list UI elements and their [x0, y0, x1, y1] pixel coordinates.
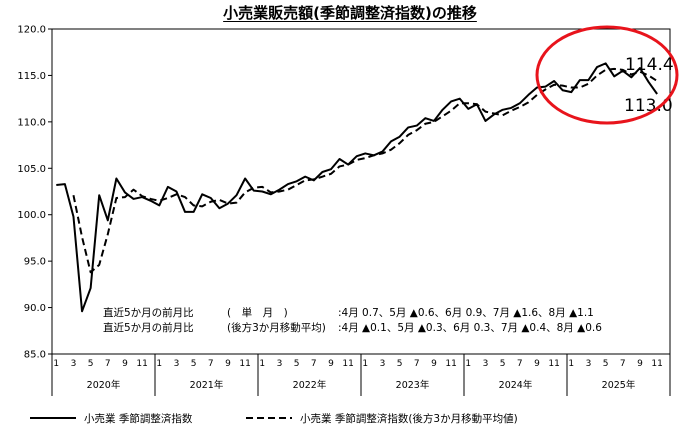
y-axis: 120.0 115.0 110.0 105.0 100.0 95.0 90.0 85.0	[17, 25, 52, 361]
x-month-label: 5	[603, 359, 609, 369]
x-month-label: 5	[500, 359, 506, 369]
x-month-label: 7	[105, 359, 111, 369]
x-month-label: 7	[414, 359, 420, 369]
x-month-label: 3	[71, 359, 77, 369]
y-tick-label: 115.0	[17, 71, 46, 82]
x-month-label: 3	[380, 359, 386, 369]
note-2-sub: (後方3か月移動平均)	[227, 321, 326, 334]
x-month-label: 7	[208, 359, 214, 369]
x-month-label: 9	[534, 359, 540, 369]
x-month-label: 7	[311, 359, 317, 369]
x-month-label: 9	[122, 359, 128, 369]
x-year-label: 2020年	[87, 379, 121, 391]
x-year-label: 2024年	[499, 379, 533, 391]
note-1-label: 直近5か月の前月比	[103, 306, 194, 319]
x-month-label: 11	[651, 359, 662, 369]
x-month-label: 5	[397, 359, 403, 369]
x-month-label: 7	[517, 359, 523, 369]
x-month-label: 11	[136, 359, 147, 369]
x-month-label: 11	[342, 359, 353, 369]
y-tick-label: 100.0	[17, 210, 46, 221]
plot-frame	[51, 28, 671, 355]
x-month-label: 1	[568, 359, 574, 369]
note-block: 直近5か月の前月比 ( 単 月 ) :4月 0.7、5月 ▲0.6、6月 0.9…	[103, 306, 602, 334]
y-tick-label: 105.0	[17, 164, 46, 175]
end-label-index: 113.0	[624, 96, 673, 116]
x-month-label: 9	[225, 359, 231, 369]
legend-label-index: 小売業 季節調整済指数	[84, 412, 193, 425]
x-month-label: 5	[294, 359, 300, 369]
note-1-values: :4月 0.7、5月 ▲0.6、6月 0.9、7月 ▲1.6、8月 ▲1.1	[338, 307, 594, 319]
legend: 小売業 季節調整済指数 小売業 季節調整済指数(後方3か月移動平均値)	[30, 412, 518, 425]
series-line-index	[56, 62, 658, 313]
x-month-label: 9	[328, 359, 334, 369]
x-month-label: 7	[620, 359, 626, 369]
x-year-label: 2025年	[602, 379, 636, 391]
x-month-label: 11	[445, 359, 456, 369]
y-tick-label: 95.0	[24, 257, 46, 268]
y-tick-label: 120.0	[17, 25, 46, 36]
x-month-label: 1	[259, 359, 265, 369]
x-month-label: 9	[431, 359, 437, 369]
x-month-label: 11	[239, 359, 250, 369]
x-month-label: 5	[88, 359, 94, 369]
x-month-label: 3	[483, 359, 489, 369]
x-month-label: 9	[637, 359, 643, 369]
x-month-label: 1	[465, 359, 471, 369]
x-month-label: 1	[362, 359, 368, 369]
chart-title: 小売業販売額(季節調整済指数)の推移	[223, 4, 477, 22]
x-month-label: 11	[548, 359, 559, 369]
x-year-label: 2021年	[190, 379, 224, 391]
x-month-label: 3	[586, 359, 592, 369]
legend-label-moving-average: 小売業 季節調整済指数(後方3か月移動平均値)	[300, 412, 518, 425]
y-tick-label: 85.0	[24, 350, 46, 361]
x-year-label: 2023年	[396, 379, 430, 391]
series-line-moving-average	[72, 67, 658, 274]
series-layer	[56, 62, 658, 313]
note-2-values: :4月 ▲0.1、5月 ▲0.3、6月 0.3、7月 ▲0.4、8月 ▲0.6	[338, 322, 602, 334]
x-month-label: 5	[191, 359, 197, 369]
x-month-label: 3	[174, 359, 180, 369]
note-2-label: 直近5か月の前月比	[103, 321, 194, 334]
x-month-label: 3	[277, 359, 283, 369]
x-year-label: 2022年	[293, 379, 327, 391]
note-1-sub: ( 単 月 )	[227, 306, 288, 319]
y-tick-label: 90.0	[24, 303, 46, 314]
x-month-label: 1	[156, 359, 162, 369]
y-tick-label: 110.0	[17, 117, 46, 128]
x-month-label: 1	[53, 359, 59, 369]
end-label-moving-average: 114.4	[625, 55, 674, 75]
highlight-ellipse	[535, 25, 679, 125]
